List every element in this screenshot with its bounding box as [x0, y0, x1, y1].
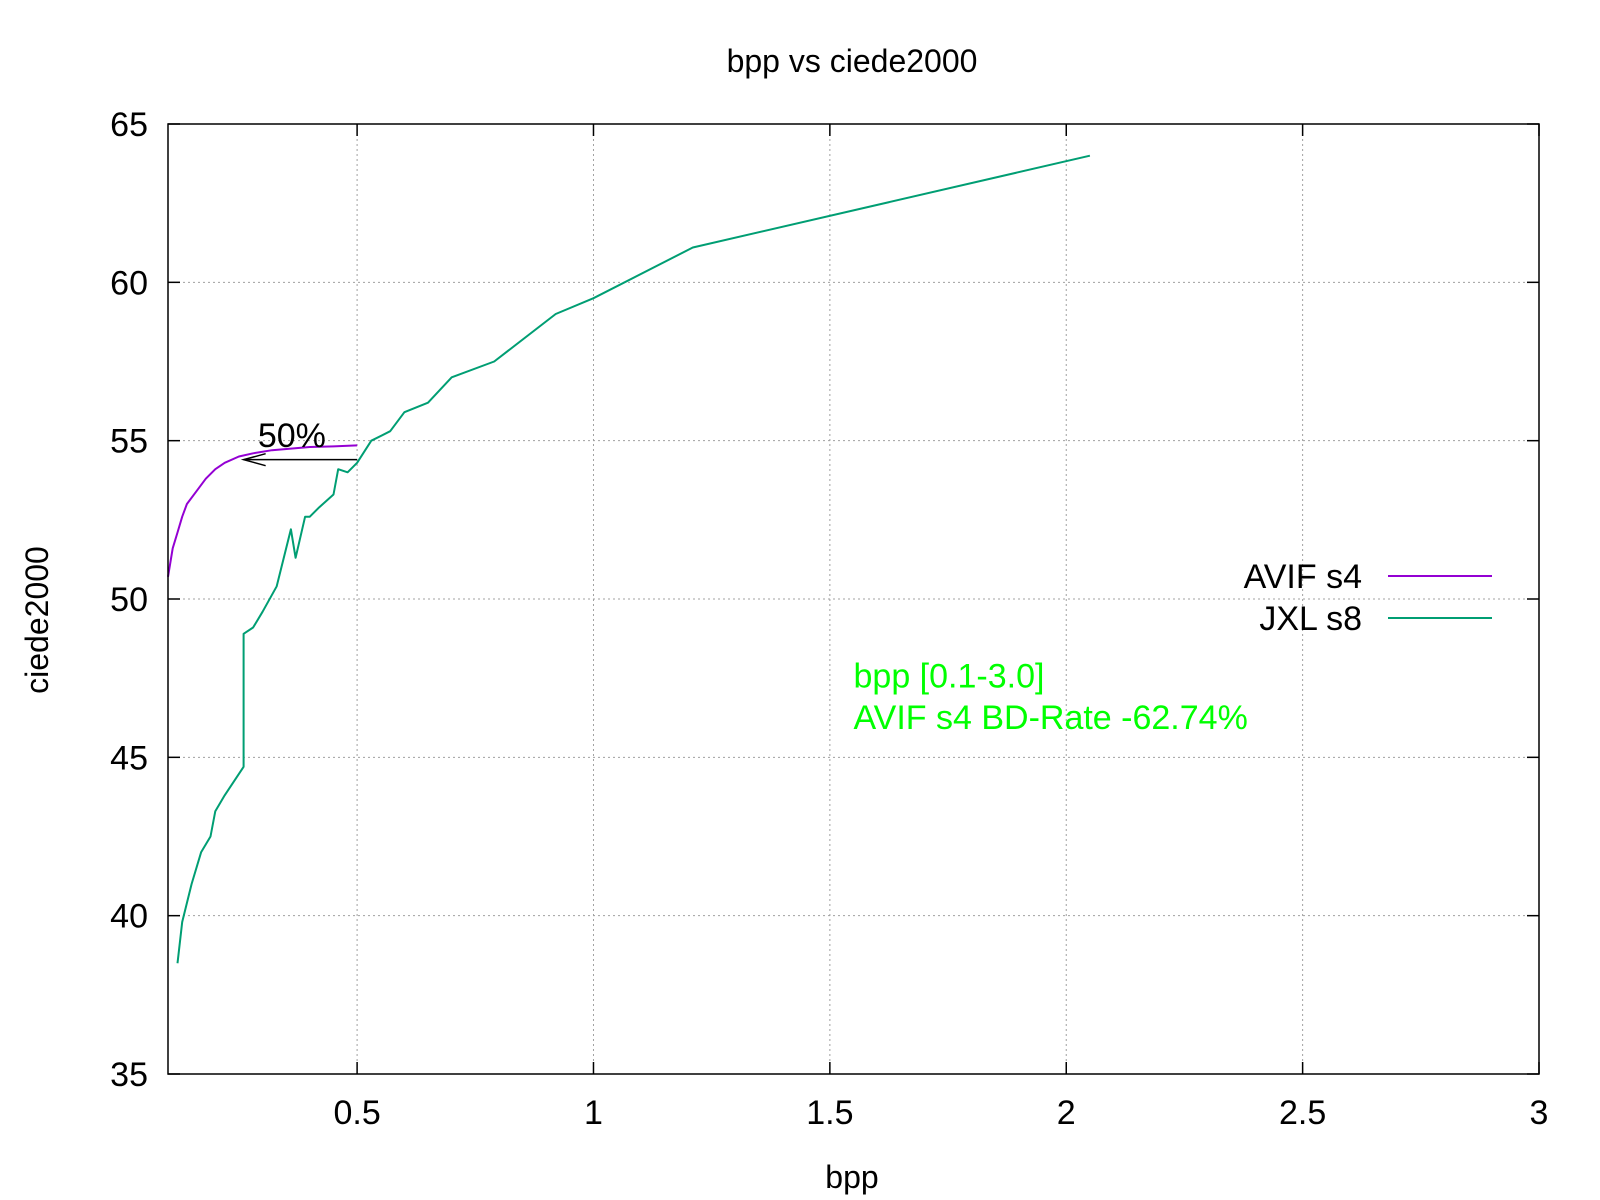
annotation-text: bpp [0.1-3.0] — [854, 658, 1045, 696]
y-tick-label: 55 — [110, 423, 148, 461]
x-tick-label: 1.5 — [806, 1094, 853, 1132]
annotations: 50% bpp [0.1-3.0]AVIF s4 BD-Rate -62.74% — [240, 417, 1248, 737]
legend-label: AVIF s4 — [1244, 558, 1362, 596]
x-tick-label: 1 — [584, 1094, 603, 1132]
annotation-text: 50% — [258, 417, 326, 455]
y-tick-labels: 35 40 45 50 55 60 65 — [110, 106, 148, 1094]
chart-title: bpp vs ciede2000 — [727, 43, 978, 79]
y-tick-label: 60 — [110, 264, 148, 302]
annotation-text: AVIF s4 BD-Rate -62.74% — [854, 699, 1248, 737]
x-tick-labels: 0.5 1 1.5 2 2.5 3 — [333, 1094, 1548, 1132]
y-axis-label: ciede2000 — [19, 546, 55, 694]
x-tick-label: 0.5 — [333, 1094, 380, 1132]
grid — [168, 123, 1540, 1075]
y-tick-label: 50 — [110, 581, 148, 619]
x-tick-label: 3 — [1530, 1094, 1549, 1132]
legend-label: JXL s8 — [1259, 600, 1362, 638]
series-line-avif-s4 — [167, 444, 358, 577]
annotation-arrowhead — [240, 452, 266, 467]
x-tick-label: 2.5 — [1279, 1094, 1326, 1132]
y-tick-label: 45 — [110, 739, 148, 777]
series-line-jxl-s8 — [176, 154, 1091, 964]
legend: AVIF s4 JXL s8 — [1244, 558, 1492, 638]
y-tick-label: 35 — [110, 1056, 148, 1094]
plot-frame — [167, 123, 1540, 1075]
y-tick-label: 40 — [110, 898, 148, 936]
x-tick-label: 2 — [1057, 1094, 1076, 1132]
y-tick-label: 65 — [110, 106, 148, 144]
x-axis-label: bpp — [825, 1159, 878, 1195]
series-layer — [167, 154, 1091, 964]
